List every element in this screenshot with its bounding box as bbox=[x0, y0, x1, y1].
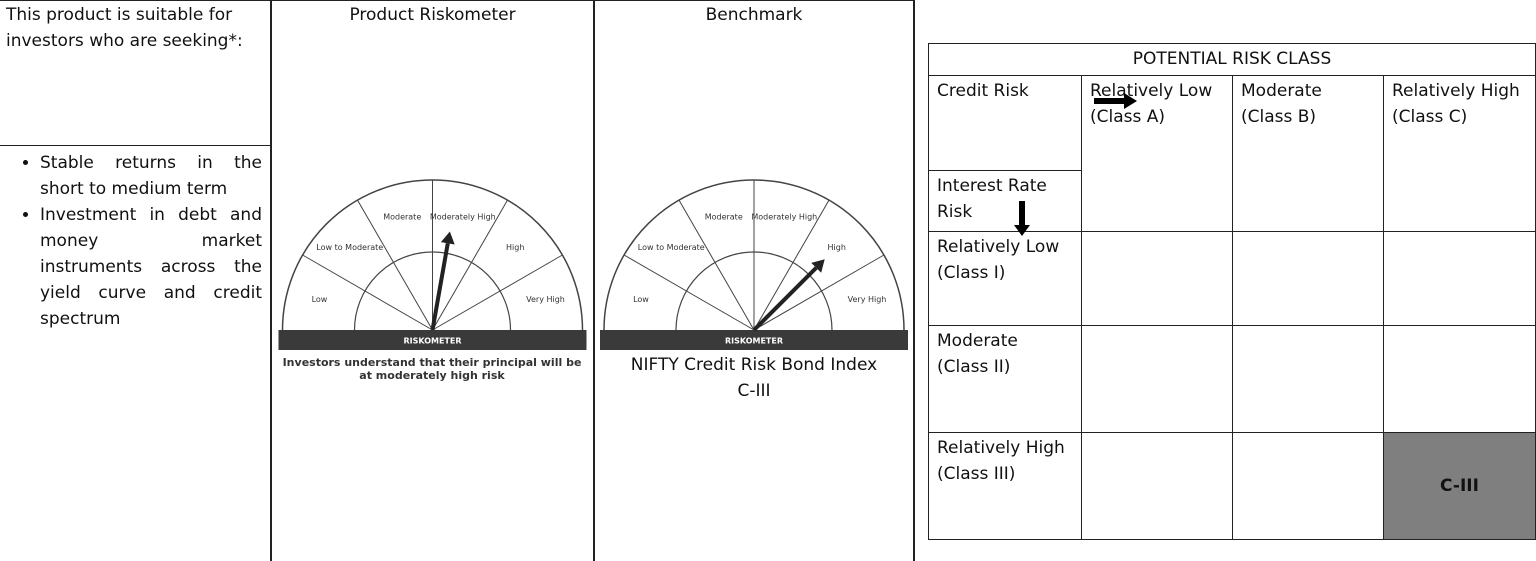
cell bbox=[1081, 432, 1233, 540]
rule bbox=[270, 0, 272, 561]
cell bbox=[1081, 231, 1233, 326]
riskometer-caption: Investors understand that their principa… bbox=[282, 356, 582, 382]
gauge-title: RISKOMETER bbox=[403, 337, 461, 346]
gauge-divider bbox=[302, 254, 433, 331]
row-header: Relatively Low (Class I) bbox=[928, 231, 1082, 326]
gauge-label: Moderate bbox=[383, 212, 421, 221]
gauge-divider bbox=[678, 199, 755, 331]
rule bbox=[913, 0, 915, 561]
gauge-label: Moderately High bbox=[430, 212, 496, 221]
rule bbox=[0, 145, 270, 146]
gauge-divider bbox=[357, 199, 433, 331]
cell bbox=[1081, 325, 1233, 433]
cell bbox=[1383, 231, 1536, 326]
credit-risk-label: Credit Risk bbox=[928, 75, 1082, 171]
row-header: Relatively High (Class III) bbox=[928, 432, 1082, 540]
gauge-bar bbox=[278, 330, 587, 350]
gauge-label: High bbox=[828, 243, 846, 252]
gauge-divider bbox=[753, 199, 830, 331]
benchmark-name: NIFTY Credit Risk Bond Index C-III bbox=[630, 355, 878, 401]
gauge-label: High bbox=[506, 243, 524, 252]
gauge-label: Moderate bbox=[705, 212, 743, 221]
cell bbox=[1232, 325, 1384, 433]
gauge-label: Very High bbox=[848, 295, 887, 304]
gauge-label: Low to Moderate bbox=[316, 243, 383, 252]
selected-cell: C-III bbox=[1383, 432, 1536, 540]
gauge-divider bbox=[623, 254, 755, 331]
gauge-needle-head bbox=[440, 231, 455, 245]
objective: Stable returns in the short to medium te… bbox=[40, 150, 262, 202]
interest-rate-risk-label: Interest Rate Risk bbox=[928, 170, 1082, 232]
gauge-needle-head bbox=[811, 259, 825, 273]
table-title: POTENTIAL RISK CLASS bbox=[928, 43, 1536, 76]
gauge-needle bbox=[752, 266, 818, 332]
objectives: Stable returns in the short to medium te… bbox=[0, 150, 262, 332]
column-header: Moderate (Class B) bbox=[1232, 75, 1384, 232]
row-header: Moderate (Class II) bbox=[928, 325, 1082, 433]
column-header: Relatively High (Class C) bbox=[1383, 75, 1536, 232]
gauge-bar bbox=[600, 330, 908, 350]
cell bbox=[1383, 325, 1536, 433]
gauge-title: RISKOMETER bbox=[725, 337, 783, 346]
riskometer: Low Low to Moderate Moderate Moderately Hig… bbox=[600, 179, 908, 350]
gauge-label: Low bbox=[312, 295, 328, 304]
column-heading: Product Riskometer bbox=[349, 5, 516, 25]
arrow-right bbox=[1094, 93, 1137, 109]
rule bbox=[593, 0, 595, 561]
gauge-divider bbox=[753, 254, 885, 331]
cell bbox=[1232, 231, 1384, 326]
gauge-divider bbox=[432, 199, 508, 331]
gauge-needle bbox=[430, 242, 450, 331]
objective: Investment in debt and money market inst… bbox=[40, 202, 262, 332]
gauge-label: Very High bbox=[526, 295, 565, 304]
gauge-label: Low to Moderate bbox=[638, 243, 705, 252]
column-heading: Benchmark bbox=[705, 5, 803, 25]
rule bbox=[0, 0, 913, 1]
gauge-label: Low bbox=[633, 295, 649, 304]
suitability-header: This product is suitable for investors w… bbox=[6, 5, 243, 51]
arrow-down bbox=[1014, 201, 1030, 236]
gauge-divider bbox=[432, 254, 563, 331]
riskometer: Low Low to Moderate Moderate Moderately Hig… bbox=[278, 179, 587, 350]
gauge-label: Moderately High bbox=[751, 212, 817, 221]
cell bbox=[1232, 432, 1384, 540]
